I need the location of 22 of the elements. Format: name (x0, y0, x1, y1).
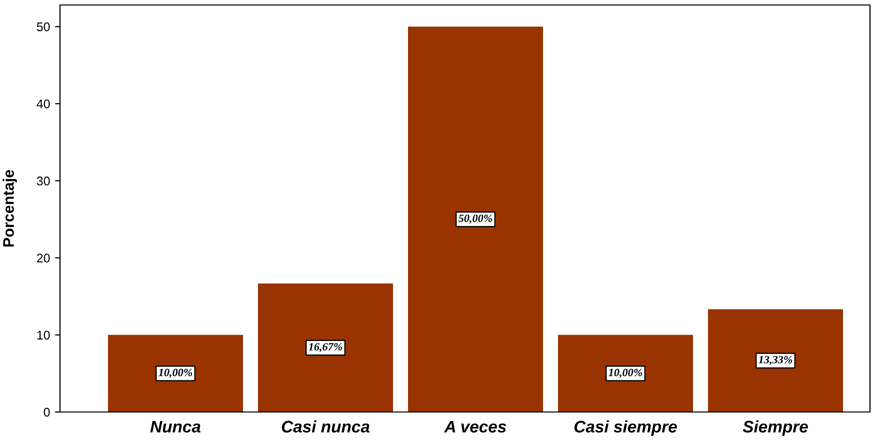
y-tick-label: 50 (36, 22, 50, 32)
x-tick-label: Casi nunca (282, 420, 370, 433)
x-tick-label: A veces (444, 420, 506, 433)
bar (258, 284, 393, 412)
bar (708, 309, 843, 412)
data-label: 13,33% (758, 356, 792, 366)
bar (408, 26, 543, 412)
y-tick-label: 0 (44, 408, 50, 417)
y-tick-label: 40 (36, 99, 50, 108)
y-axis-title: Porcentaje (2, 170, 17, 247)
x-tick-label: Casi siempre (574, 420, 677, 436)
x-tick-label: Nunca (150, 420, 200, 433)
bar (108, 334, 243, 412)
data-label: 10,00% (158, 368, 192, 378)
data-label: 16,67% (308, 343, 342, 352)
data-label: 50,00% (458, 214, 492, 224)
data-label: 10,00% (608, 368, 642, 378)
y-tick-label: 10 (37, 330, 50, 340)
y-tick-label: 20 (37, 254, 50, 262)
y-tick-label: 30 (36, 176, 50, 186)
bar (558, 334, 693, 412)
x-tick-label: Siempre (742, 420, 808, 436)
